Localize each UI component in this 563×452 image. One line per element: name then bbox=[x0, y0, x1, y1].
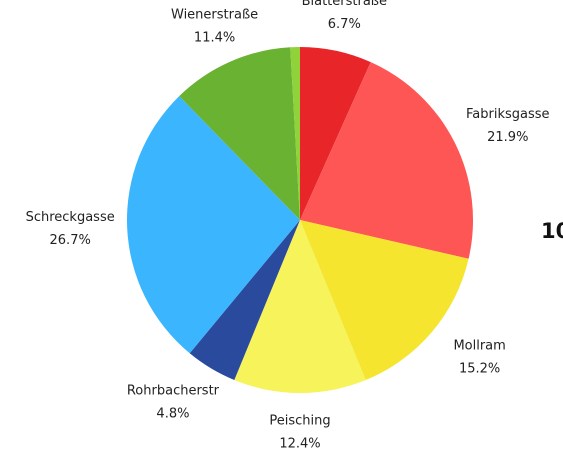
slice-value-label: 26.7% bbox=[50, 233, 91, 248]
slice-value-label: 12.4% bbox=[279, 437, 320, 452]
pie-slice bbox=[179, 47, 300, 220]
slice-label: Fabriksgasse bbox=[466, 107, 550, 122]
pie-slice bbox=[290, 47, 300, 220]
pie-slice bbox=[234, 220, 366, 393]
slice-label: Peisching bbox=[269, 414, 330, 429]
slice-label: Mollram bbox=[453, 339, 505, 354]
slice-label: Rohrbacherstr bbox=[127, 383, 220, 398]
slice-value-label: 11.4% bbox=[194, 30, 235, 45]
slice-value-label: 6.7% bbox=[328, 17, 361, 32]
side-text: 10 bbox=[541, 219, 563, 243]
slice-value-label: 4.8% bbox=[156, 406, 189, 421]
slice-value-label: 21.9% bbox=[487, 130, 528, 145]
slice-label: Wienerstraße bbox=[171, 7, 258, 22]
pie-slice bbox=[300, 47, 371, 220]
slice-label: Blätterstraße bbox=[302, 0, 387, 9]
slice-label: Schreckgasse bbox=[26, 210, 115, 225]
pie-slice bbox=[300, 220, 469, 381]
slice-value-label: 15.2% bbox=[459, 362, 500, 377]
pie-slice bbox=[189, 220, 300, 381]
pie-slice bbox=[300, 62, 473, 259]
pie-slice bbox=[126, 96, 301, 354]
